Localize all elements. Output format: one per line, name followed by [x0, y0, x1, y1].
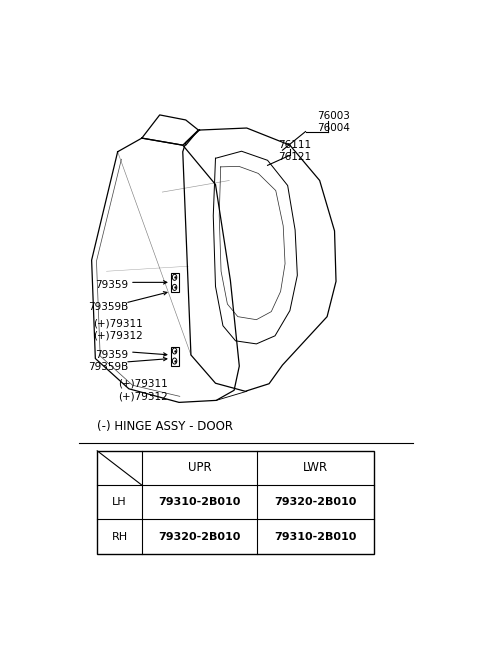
Text: 79359B: 79359B: [88, 362, 128, 372]
Text: 79320-2B010: 79320-2B010: [275, 497, 357, 507]
Text: (-) HINGE ASSY - DOOR: (-) HINGE ASSY - DOOR: [97, 420, 233, 433]
Text: (+)79312: (+)79312: [94, 331, 143, 341]
Text: (+)79312: (+)79312: [118, 391, 168, 402]
Bar: [171, 347, 179, 366]
Text: (+)79311: (+)79311: [94, 318, 143, 328]
Text: RH: RH: [111, 532, 128, 542]
Text: 76111
76121: 76111 76121: [278, 140, 311, 162]
Text: LH: LH: [112, 497, 127, 507]
Text: 79359B: 79359B: [88, 301, 128, 312]
Bar: [171, 273, 179, 292]
Text: 79310-2B010: 79310-2B010: [275, 532, 357, 542]
Bar: [97, 451, 374, 553]
Text: 79359: 79359: [96, 280, 129, 290]
Text: 79310-2B010: 79310-2B010: [158, 497, 240, 507]
Text: 79359: 79359: [96, 350, 129, 360]
Text: (+)79311: (+)79311: [118, 379, 168, 388]
Text: 76003
76004: 76003 76004: [317, 111, 350, 133]
Text: 79320-2B010: 79320-2B010: [158, 532, 240, 542]
Text: LWR: LWR: [303, 462, 328, 474]
Text: UPR: UPR: [188, 462, 211, 474]
